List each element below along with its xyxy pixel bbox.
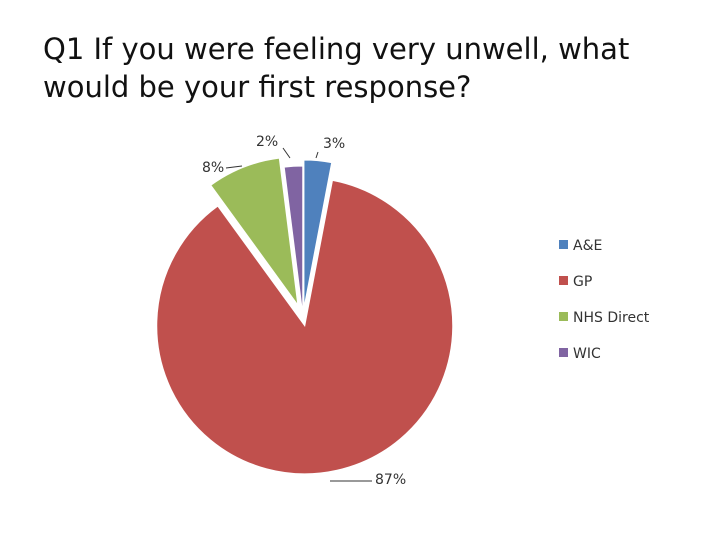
- legend-label: WIC: [573, 346, 601, 362]
- legend-swatch: [559, 348, 568, 357]
- data-label: 8%: [202, 160, 224, 176]
- pie-slice-a-e: [303, 159, 333, 309]
- leader-line: [225, 165, 243, 169]
- leader-line: [282, 147, 291, 159]
- legend-swatch: [559, 276, 568, 285]
- legend-label: GP: [573, 274, 592, 290]
- data-label: 3%: [323, 136, 345, 152]
- pie-slice-wic: [283, 165, 304, 315]
- chart-title: Q1 If you were feeling very unwell, what…: [43, 32, 630, 104]
- pie-slice-nhs-direct: [210, 157, 299, 306]
- data-label: 87%: [375, 472, 406, 488]
- legend-swatch: [559, 312, 568, 321]
- pie-slice-gp: [156, 179, 454, 475]
- legend-label: NHS Direct: [573, 310, 650, 326]
- legend-label: A&E: [573, 238, 602, 254]
- legend-swatch: [559, 240, 568, 249]
- leader-line: [315, 151, 319, 159]
- data-label: 2%: [256, 134, 278, 150]
